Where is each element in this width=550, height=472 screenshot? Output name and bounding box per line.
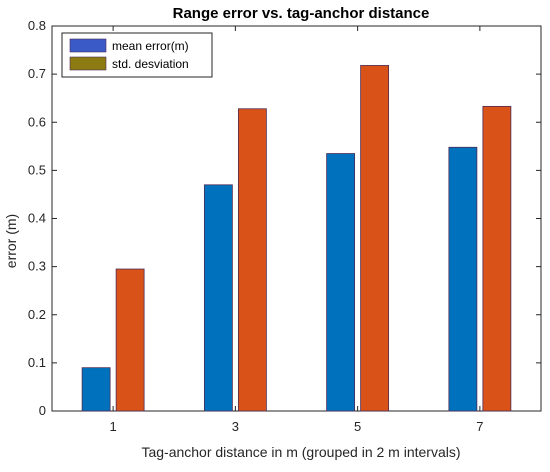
- legend-swatch-mean: [69, 38, 107, 53]
- y-tick-label-7: 0.7: [28, 66, 46, 81]
- y-tick-label-8: 0.8: [28, 18, 46, 33]
- bar-std-5: [360, 65, 390, 412]
- bar-mean-1: [81, 367, 111, 412]
- plot-area: 1 3 5 7 0 0.1 0.2 0.3 0.4 0.5 0.6 0.7 0.8: [28, 18, 542, 434]
- x-tick-label-1: 1: [110, 419, 117, 434]
- y-tick-label-5: 0.5: [28, 162, 46, 177]
- chart-title: Range error vs. tag-anchor distance: [173, 5, 430, 22]
- y-tick-label-3: 0.3: [28, 259, 46, 274]
- x-tick-label-3: 3: [232, 419, 239, 434]
- bar-std-1: [115, 268, 145, 412]
- x-axis-label: Tag-anchor distance in m (grouped in 2 m…: [141, 444, 460, 460]
- y-axis-label: error (m): [3, 214, 19, 268]
- legend: mean error(m) std. desviation: [61, 32, 213, 78]
- y-tick-label-2: 0.2: [28, 307, 46, 322]
- y-tick-label-1: 0.1: [28, 355, 46, 370]
- legend-label-std: std. desviation: [112, 57, 189, 71]
- bar-std-3: [237, 108, 267, 412]
- y-tick-label-0: 0: [39, 403, 46, 418]
- bar-mean-5: [326, 153, 356, 412]
- legend-label-mean: mean error(m): [112, 39, 189, 53]
- bar-mean-3: [203, 184, 233, 412]
- y-tick-label-6: 0.6: [28, 114, 46, 129]
- bar-mean-7: [448, 146, 478, 412]
- y-tick-label-4: 0.4: [28, 211, 46, 226]
- legend-swatch-std: [69, 56, 107, 71]
- x-tick-label-5: 5: [354, 419, 361, 434]
- x-tick-label-7: 7: [476, 419, 483, 434]
- bar-std-7: [482, 105, 512, 412]
